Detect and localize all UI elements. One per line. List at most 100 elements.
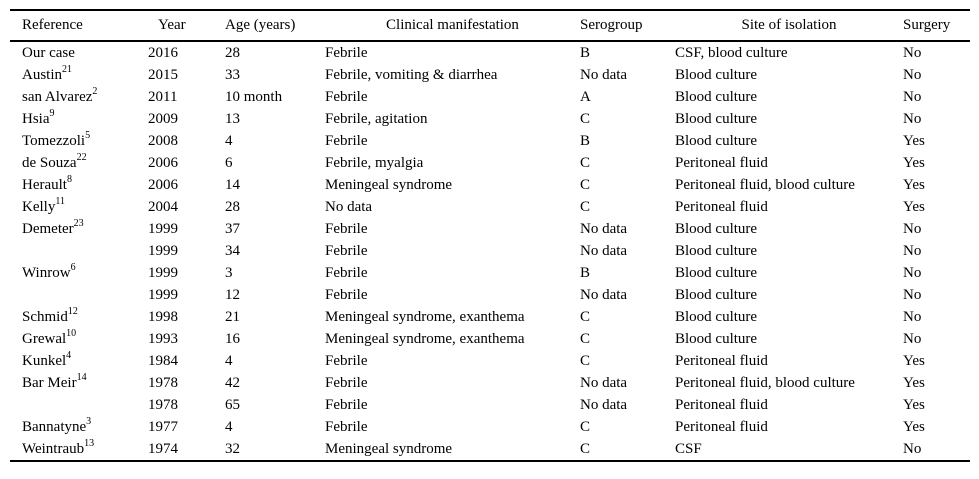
reference-name: Weintraub <box>22 440 85 457</box>
reference-cell: Bannatyne3 <box>10 416 148 438</box>
serogroup-cell: C <box>580 440 591 457</box>
reference-cell: Grewal10 <box>10 328 148 350</box>
serogroup-cell: C <box>580 154 591 171</box>
reference-citation-superscript: 13 <box>84 438 95 449</box>
case-series-table: Reference Year Age (years) Clinical mani… <box>10 9 970 462</box>
site-of-isolation-cell: Blood culture <box>675 264 758 281</box>
reference-citation-superscript: 11 <box>55 196 65 207</box>
year-cell: 1998 <box>148 308 178 325</box>
clinical-manifestation-cell: Febrile <box>325 264 368 281</box>
year-cell: 2006 <box>148 176 178 193</box>
table-row: Grewal10 1993 16 Meningeal syndrome, exa… <box>10 328 970 350</box>
age-cell: 3 <box>225 264 233 281</box>
year-cell: 2004 <box>148 198 178 215</box>
reference-cell: Bar Meir14 <box>10 372 148 394</box>
reference-citation-superscript: 12 <box>67 306 78 317</box>
age-cell: 4 <box>225 132 233 149</box>
reference-citation-superscript: 21 <box>62 64 73 75</box>
surgery-cell: Yes <box>903 176 925 193</box>
table-header: Reference Year Age (years) Clinical mani… <box>10 10 970 42</box>
serogroup-cell: A <box>580 88 591 105</box>
table-row: Schmid12 1998 21 Meningeal syndrome, exa… <box>10 306 970 328</box>
serogroup-cell: No data <box>580 66 628 83</box>
serogroup-cell: C <box>580 418 591 435</box>
reference-name: Kelly <box>22 198 56 215</box>
site-of-isolation-cell: Blood culture <box>675 220 758 237</box>
reference-cell: Schmid12 <box>10 306 148 328</box>
site-of-isolation-cell: Blood culture <box>675 88 758 105</box>
age-cell: 33 <box>225 66 240 83</box>
age-cell: 4 <box>225 352 233 369</box>
site-of-isolation-cell: Peritoneal fluid, blood culture <box>675 374 855 391</box>
surgery-cell: No <box>903 242 922 259</box>
serogroup-cell: B <box>580 264 591 281</box>
year-cell: 2006 <box>148 154 178 171</box>
reference-cell: Our case <box>10 41 148 64</box>
age-cell: 42 <box>225 374 240 391</box>
table-row: Tomezzoli5 2008 4 Febrile B Blood cultur… <box>10 130 970 152</box>
site-of-isolation-cell: CSF <box>675 440 702 457</box>
reference-citation-superscript: 23 <box>73 218 84 229</box>
site-of-isolation-cell: Blood culture <box>675 286 758 303</box>
reference-cell: Austin21 <box>10 64 148 86</box>
age-cell: 6 <box>225 154 233 171</box>
clinical-manifestation-cell: Febrile <box>325 418 368 435</box>
year-cell: 2011 <box>148 88 178 105</box>
site-of-isolation-cell: Peritoneal fluid <box>675 198 768 215</box>
serogroup-cell: C <box>580 330 591 347</box>
clinical-manifestation-cell: Meningeal syndrome <box>325 440 453 457</box>
table-row: Hsia9 2009 13 Febrile, agitation C Blood… <box>10 108 970 130</box>
age-cell: 32 <box>225 440 240 457</box>
surgery-cell: Yes <box>903 154 925 171</box>
year-cell: 1999 <box>148 264 178 281</box>
age-cell: 14 <box>225 176 240 193</box>
reference-cell: de Souza22 <box>10 152 148 174</box>
column-header-surgery: Surgery <box>903 10 970 42</box>
site-of-isolation-cell: Peritoneal fluid <box>675 352 768 369</box>
reference-cell <box>10 284 148 306</box>
surgery-cell: Yes <box>903 352 925 369</box>
reference-citation-superscript: 9 <box>49 108 55 119</box>
reference-cell: Winrow6 <box>10 262 148 284</box>
surgery-cell: No <box>903 330 922 347</box>
surgery-cell: No <box>903 286 922 303</box>
clinical-manifestation-cell: Febrile <box>325 132 368 149</box>
clinical-manifestation-cell: Meningeal syndrome, exanthema <box>325 330 525 347</box>
clinical-manifestation-cell: Febrile <box>325 352 368 369</box>
table-row: Demeter23 1999 37 Febrile No data Blood … <box>10 218 970 240</box>
reference-name: Tomezzoli <box>22 132 86 149</box>
clinical-manifestation-cell: Meningeal syndrome <box>325 176 453 193</box>
surgery-cell: No <box>903 264 922 281</box>
serogroup-cell: C <box>580 198 591 215</box>
column-header-site-of-isolation: Site of isolation <box>675 10 903 42</box>
reference-name: Grewal <box>22 330 67 347</box>
surgery-cell: Yes <box>903 374 925 391</box>
column-header-reference: Reference <box>10 10 148 42</box>
surgery-cell: Yes <box>903 418 925 435</box>
site-of-isolation-cell: CSF, blood culture <box>675 44 788 61</box>
reference-cell: Herault8 <box>10 174 148 196</box>
site-of-isolation-cell: Peritoneal fluid, blood culture <box>675 176 855 193</box>
reference-name: Hsia <box>22 110 50 127</box>
age-cell: 4 <box>225 418 233 435</box>
column-header-serogroup: Serogroup <box>580 10 675 42</box>
year-cell: 1993 <box>148 330 178 347</box>
reference-cell: Hsia9 <box>10 108 148 130</box>
reference-cell: Demeter23 <box>10 218 148 240</box>
reference-cell: Tomezzoli5 <box>10 130 148 152</box>
table-body: Our case 2016 28 Febrile B CSF, blood cu… <box>10 41 970 461</box>
table-row: Winrow6 1999 3 Febrile B Blood culture N… <box>10 262 970 284</box>
reference-name: Bar Meir <box>22 374 77 391</box>
surgery-cell: No <box>903 44 922 61</box>
site-of-isolation-cell: Blood culture <box>675 308 758 325</box>
reference-cell: san Alvarez2 <box>10 86 148 108</box>
year-cell: 2008 <box>148 132 178 149</box>
year-cell: 1978 <box>148 396 178 413</box>
surgery-cell: No <box>903 88 922 105</box>
site-of-isolation-cell: Blood culture <box>675 132 758 149</box>
age-cell: 10 month <box>225 88 283 105</box>
reference-cell: Kelly11 <box>10 196 148 218</box>
age-cell: 12 <box>225 286 240 303</box>
reference-name: san Alvarez <box>22 88 93 105</box>
clinical-manifestation-cell: Febrile <box>325 396 368 413</box>
